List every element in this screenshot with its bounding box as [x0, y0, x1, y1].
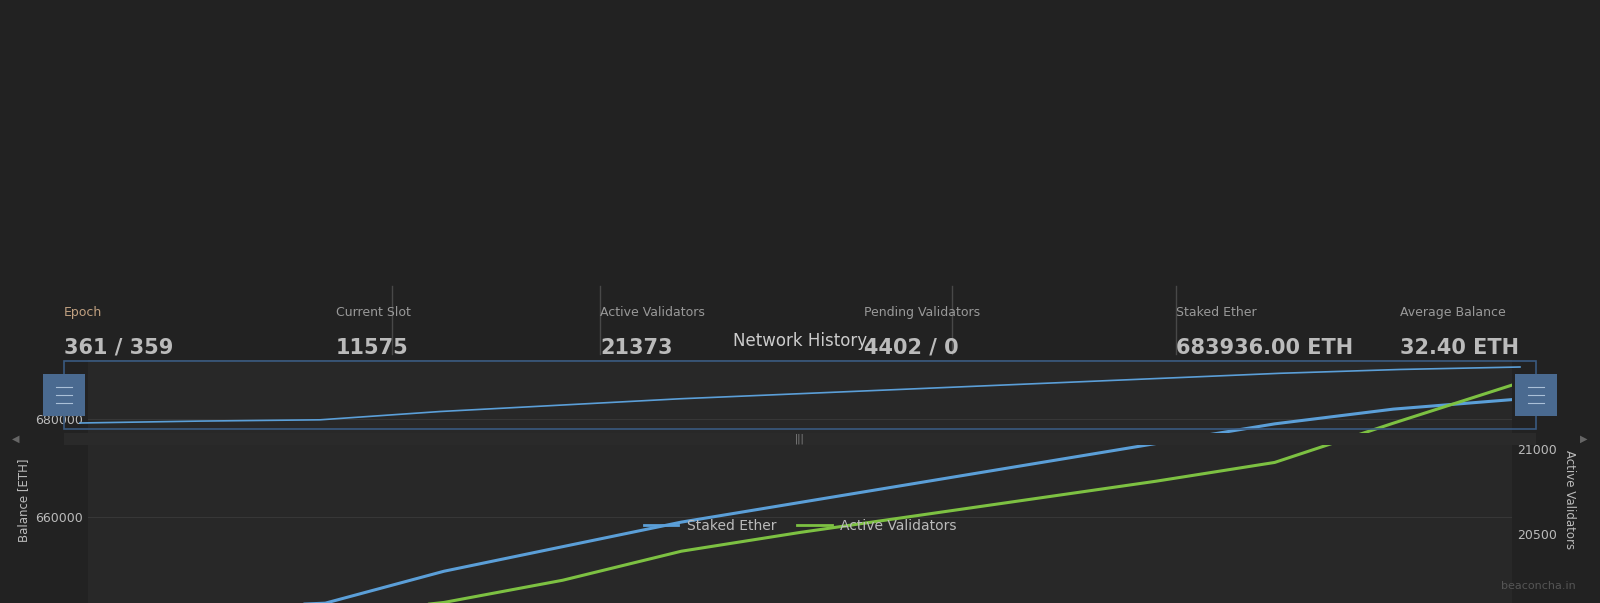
Text: Epoch: Epoch [64, 306, 102, 318]
Title: Network History: Network History [733, 332, 867, 350]
Text: 32.40 ETH: 32.40 ETH [1400, 338, 1518, 358]
Text: Current Slot: Current Slot [336, 306, 411, 318]
Text: 18:00: 18:00 [1168, 434, 1200, 443]
Text: 6. Aug: 6. Aug [1390, 434, 1426, 443]
Text: ◀: ◀ [13, 434, 19, 444]
Y-axis label: Balance [ETH]: Balance [ETH] [16, 458, 30, 541]
Bar [1515, 374, 1557, 416]
Text: 683936.00 ETH: 683936.00 ETH [1176, 338, 1354, 358]
Text: |||: ||| [795, 434, 805, 444]
Text: Pending Validators: Pending Validators [864, 306, 981, 318]
Bar [64, 433, 1536, 445]
Text: 12:00: 12:00 [944, 434, 976, 443]
Text: ▶: ▶ [1581, 434, 1587, 444]
Text: Active Validators: Active Validators [600, 306, 706, 318]
Legend: Staked Ether, Active Validators: Staked Ether, Active Validators [638, 513, 962, 538]
Text: 18:00: 18:00 [144, 434, 176, 443]
Text: beaconcha.in: beaconcha.in [1501, 581, 1576, 590]
Y-axis label: Active Validators: Active Validators [1563, 450, 1576, 549]
Text: 21373: 21373 [600, 338, 672, 358]
Text: Staked Ether: Staked Ether [1176, 306, 1256, 318]
Text: 06:00: 06:00 [720, 434, 752, 443]
Bar [43, 374, 85, 416]
Text: 11575: 11575 [336, 338, 408, 358]
Text: Average Balance: Average Balance [1400, 306, 1506, 318]
Text: 4402 / 0: 4402 / 0 [864, 338, 958, 358]
Text: 5. Aug: 5. Aug [462, 434, 498, 443]
Text: 361 / 359: 361 / 359 [64, 338, 173, 358]
